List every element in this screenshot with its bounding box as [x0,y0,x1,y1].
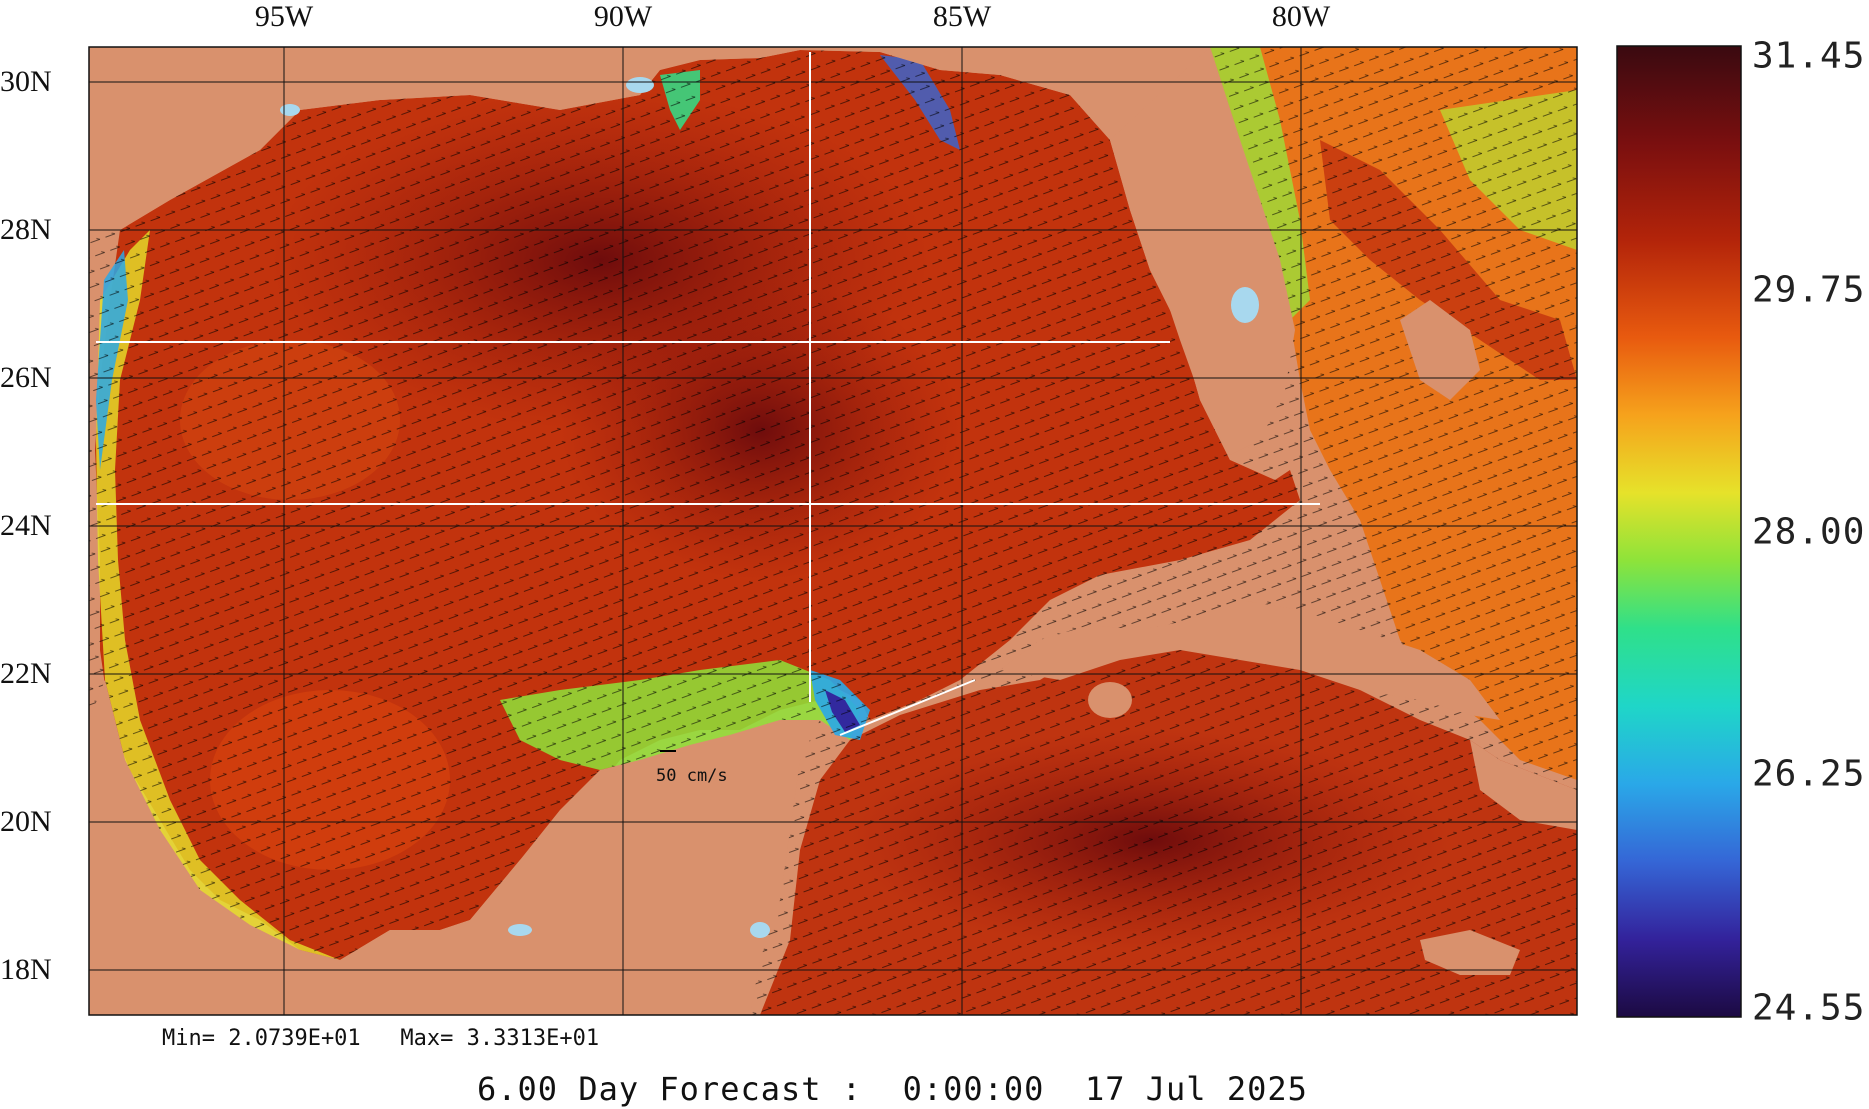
bahamas-land [1400,300,1480,400]
current-vectors [89,47,1577,1015]
colorbar-label-min: 24.55 [1752,987,1866,1029]
colorbar-label-max: 31.45 [1752,35,1866,77]
colorbar-label-4: 26.25 [1752,753,1866,795]
lake-pontchartrain [626,77,654,93]
lat-label-22n: 22N [0,657,52,690]
forecast-caption: 6.00 Day Forecast : 0:00:00 17 Jul 2025 [477,1070,1308,1108]
lake-3 [508,924,532,936]
lon-label-80w: 80W [1271,0,1331,33]
lat-label-18n: 18N [0,953,52,986]
lake-1 [280,104,300,116]
vector-scale-label: 50 cm/s [656,766,728,786]
vector-scale-arrow [660,750,676,752]
plot-frame [88,46,1578,1016]
lake-2 [750,922,770,938]
lat-label-30n: 30N [0,65,52,98]
lat-label-24n: 24N [0,509,52,542]
min-max-stats: Min= 2.0739E+01 Max= 3.3313E+01 [162,1026,600,1051]
colorbar-label-3: 28.00 [1752,511,1866,553]
section-line-4 [839,679,976,736]
florida-peninsula-land [1110,47,1295,455]
colorbar [1616,45,1742,1018]
lon-label-90w: 90W [593,0,653,33]
lat-label-20n: 20N [0,805,52,838]
colorbar-label-2: 29.75 [1752,269,1866,311]
hispaniola-land [1470,740,1577,830]
section-lines [96,52,1320,736]
cuba-land [1000,600,1500,720]
lat-label-26n: 26N [0,361,52,394]
lat-label-28n: 28N [0,213,52,246]
lake-okeechobee [1231,287,1259,323]
sst-field [89,47,1577,1015]
isla-de-la-juventud [1088,682,1132,718]
mexico-land [89,680,820,1015]
jamaica-land [1420,930,1520,975]
graticule [89,47,1577,1015]
lon-label-85w: 85W [932,0,992,33]
lon-label-95w: 95W [254,0,314,33]
